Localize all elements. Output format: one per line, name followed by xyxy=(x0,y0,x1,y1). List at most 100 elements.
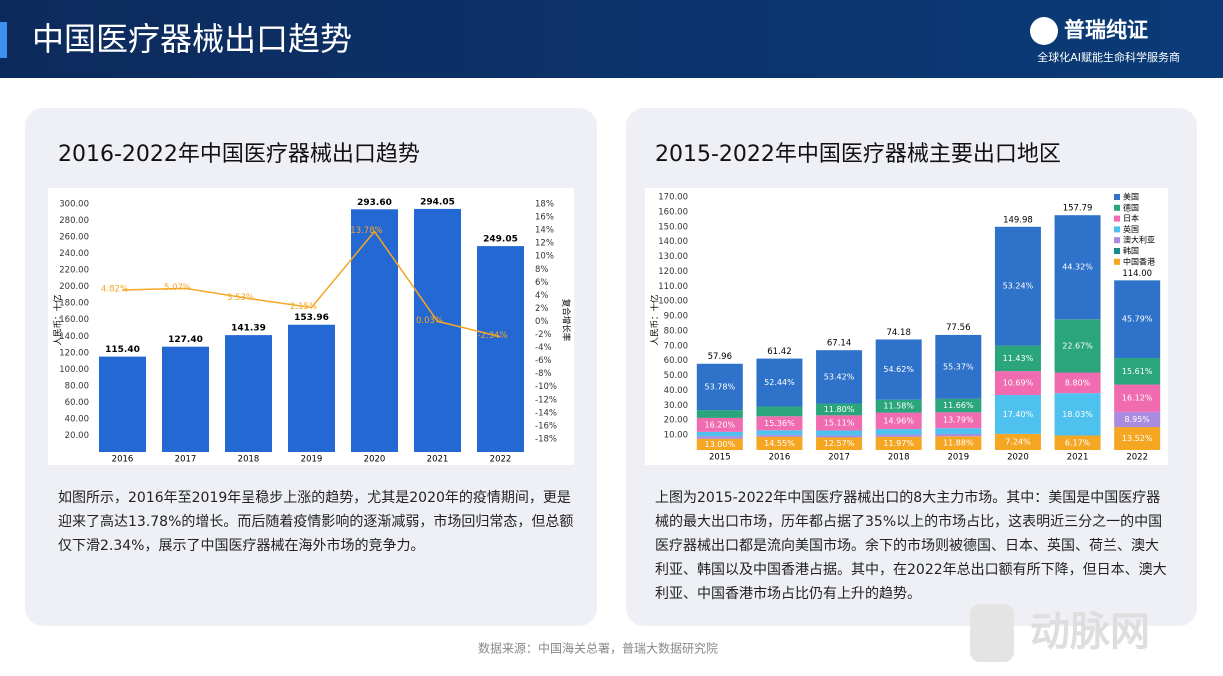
line xyxy=(122,230,501,338)
bar-segment xyxy=(875,434,922,437)
y-tick-label: 18% xyxy=(535,200,554,210)
legend-swatch xyxy=(1114,204,1120,211)
y-tick-label: 160.00 xyxy=(658,207,688,217)
bar-segment xyxy=(756,406,803,417)
description: 上图为2015-2022年中国医疗器械出口的8大主力市场。其中：美国是中国医疗器… xyxy=(655,490,1167,602)
y-axis-label: 人民币：十亿 xyxy=(53,294,64,345)
segment-label: 54.62% xyxy=(883,365,914,374)
data-label: 249.05 xyxy=(483,235,518,245)
y-tick-label: -4% xyxy=(535,343,552,353)
logo-icon xyxy=(1030,17,1058,45)
y2-axis-label: 复合增长率 xyxy=(561,299,572,342)
bar-segment xyxy=(935,436,982,450)
x-tick-label: 2022 xyxy=(1126,453,1148,463)
legend-swatch xyxy=(1114,258,1120,265)
total-label: 67.14 xyxy=(827,339,851,349)
description: 如图所示，2016年至2019年呈稳步上涨的趋势，尤其是2020年的疫情期间，更… xyxy=(58,490,574,554)
bar-segment xyxy=(696,431,743,437)
bar-segment xyxy=(875,429,922,435)
segment-label: 15.61% xyxy=(1122,367,1153,376)
bar-segment xyxy=(816,430,863,436)
y-tick-label: 30.00 xyxy=(664,401,688,411)
x-tick-label: 2019 xyxy=(947,453,969,463)
total-label: 74.18 xyxy=(887,328,911,338)
y-tick-label: 80.00 xyxy=(65,381,89,391)
bar-segment xyxy=(816,350,863,404)
y-tick-label: 70.00 xyxy=(664,341,688,351)
segment-label: 53.78% xyxy=(705,382,736,391)
y-tick-label: 4% xyxy=(535,291,549,301)
bar xyxy=(225,335,272,452)
segment-label: 11.80% xyxy=(824,405,855,414)
data-label: 0.03% xyxy=(416,316,443,326)
y-tick-label: 220.00 xyxy=(59,266,89,276)
bar xyxy=(351,209,398,452)
bar-segment xyxy=(816,415,863,431)
y-tick-label: 140.00 xyxy=(658,237,688,247)
y-tick-label: 110.00 xyxy=(658,282,688,292)
bar-segment xyxy=(756,358,803,407)
legend-label: 韩国 xyxy=(1123,246,1139,256)
y-tick-label: 2% xyxy=(535,304,549,314)
segment-label: 10.69% xyxy=(1003,379,1034,388)
segment-label: 16.20% xyxy=(705,420,736,429)
segment-label: 11.58% xyxy=(883,402,914,411)
data-label: 294.05 xyxy=(420,197,455,207)
bar-segment xyxy=(1114,411,1161,428)
bar-segment xyxy=(875,412,922,430)
y-axis-label: 人民币：十亿 xyxy=(650,294,661,345)
bar-segment xyxy=(1054,393,1101,436)
bar-segment xyxy=(756,416,803,431)
y-tick-label: 130.00 xyxy=(658,252,688,262)
data-label: 4.82% xyxy=(101,285,128,295)
segment-label: 53.24% xyxy=(1003,282,1034,291)
header-title: 中国医疗器械出口趋势 xyxy=(32,20,352,58)
segment-label: 55.37% xyxy=(943,362,974,371)
segment-label: 44.32% xyxy=(1062,263,1093,272)
bar-segment xyxy=(875,339,922,400)
y-tick-label: 180.00 xyxy=(59,299,89,309)
y-tick-label: 200.00 xyxy=(59,282,89,292)
bar-segment xyxy=(1114,358,1161,385)
y-tick-label: 0% xyxy=(535,317,549,327)
legend-swatch xyxy=(1114,226,1120,233)
x-tick-label: 2018 xyxy=(888,453,910,463)
header-accent xyxy=(0,22,7,58)
data-label: 13.78% xyxy=(350,226,382,236)
y-tick-label: 90.00 xyxy=(664,312,688,322)
bar xyxy=(288,324,335,452)
segment-label: 7.24% xyxy=(1005,437,1031,446)
header-bar xyxy=(0,0,1223,78)
segment-label: 13.52% xyxy=(1122,434,1153,443)
segment-label: 53.42% xyxy=(824,372,855,381)
y-tick-label: 50.00 xyxy=(664,371,688,381)
bar-segment xyxy=(816,435,863,438)
bar-segment xyxy=(1114,280,1161,359)
bar-segment xyxy=(994,371,1041,396)
segment-label: 15.36% xyxy=(764,419,795,428)
data-label: 293.60 xyxy=(357,198,392,208)
y-tick-label: 20.00 xyxy=(65,431,89,441)
y-tick-label: 100.00 xyxy=(658,297,688,307)
bar-segment xyxy=(696,438,743,450)
data-label: 3.53% xyxy=(227,293,254,303)
data-label: 115.40 xyxy=(105,345,140,355)
bar xyxy=(477,246,524,452)
bar-segment xyxy=(994,433,1041,450)
bar-segment xyxy=(1054,215,1101,320)
total-label: 77.56 xyxy=(946,323,970,333)
bar-segment xyxy=(875,436,922,450)
y-tick-label: 150.00 xyxy=(658,222,688,232)
x-tick-label: 2020 xyxy=(1007,453,1029,463)
y-tick-label: -16% xyxy=(535,421,557,431)
y-tick-label: 16% xyxy=(535,213,554,223)
bar-segment xyxy=(696,417,743,432)
y-tick-label: 20.00 xyxy=(664,416,688,426)
watermark-icon xyxy=(970,604,1014,662)
legend-swatch xyxy=(1114,248,1120,254)
segment-label: 15.11% xyxy=(824,418,855,427)
segment-label: 12.57% xyxy=(824,439,855,448)
legend-swatch xyxy=(1114,215,1120,222)
segment-label: 11.88% xyxy=(943,439,974,448)
